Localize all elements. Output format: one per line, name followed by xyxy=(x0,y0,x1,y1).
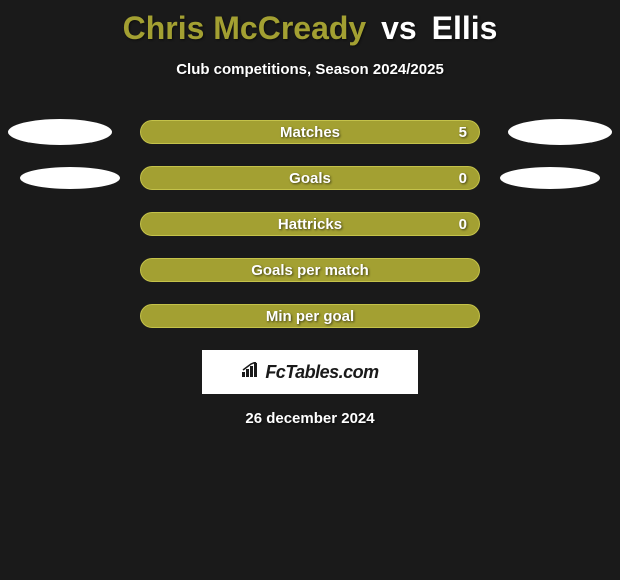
chart-icon xyxy=(241,362,261,383)
stat-row: Matches 5 xyxy=(0,120,620,144)
stat-rows: Matches 5 Goals 0 Hattricks 0 Goals per … xyxy=(0,120,620,328)
player1-indicator xyxy=(8,119,112,145)
stat-label: Goals per match xyxy=(251,262,369,279)
stat-value: 5 xyxy=(459,124,467,141)
vs-text: vs xyxy=(381,10,417,46)
stat-bar: Matches 5 xyxy=(140,120,480,144)
subtitle: Club competitions, Season 2024/2025 xyxy=(0,61,620,78)
brand-text: FcTables.com xyxy=(265,362,378,383)
stat-value: 0 xyxy=(459,170,467,187)
comparison-title: Chris McCready vs Ellis xyxy=(0,0,620,47)
stat-label: Hattricks xyxy=(278,216,342,233)
stat-bar: Goals 0 xyxy=(140,166,480,190)
player2-name: Ellis xyxy=(432,10,498,46)
stat-row: Min per goal xyxy=(0,304,620,328)
brand-label: FcTables.com xyxy=(241,362,378,383)
stat-label: Goals xyxy=(289,170,331,187)
player1-indicator xyxy=(20,167,120,189)
stat-label: Matches xyxy=(280,124,340,141)
date-label: 26 december 2024 xyxy=(0,410,620,427)
stat-bar: Min per goal xyxy=(140,304,480,328)
player1-name: Chris McCready xyxy=(123,10,367,46)
stat-row: Goals per match xyxy=(0,258,620,282)
brand-box: FcTables.com xyxy=(202,350,418,394)
stat-bar: Goals per match xyxy=(140,258,480,282)
player2-indicator xyxy=(500,167,600,189)
player2-indicator xyxy=(508,119,612,145)
stat-row: Goals 0 xyxy=(0,166,620,190)
stat-label: Min per goal xyxy=(266,308,354,325)
stat-bar: Hattricks 0 xyxy=(140,212,480,236)
stat-value: 0 xyxy=(459,216,467,233)
stat-row: Hattricks 0 xyxy=(0,212,620,236)
